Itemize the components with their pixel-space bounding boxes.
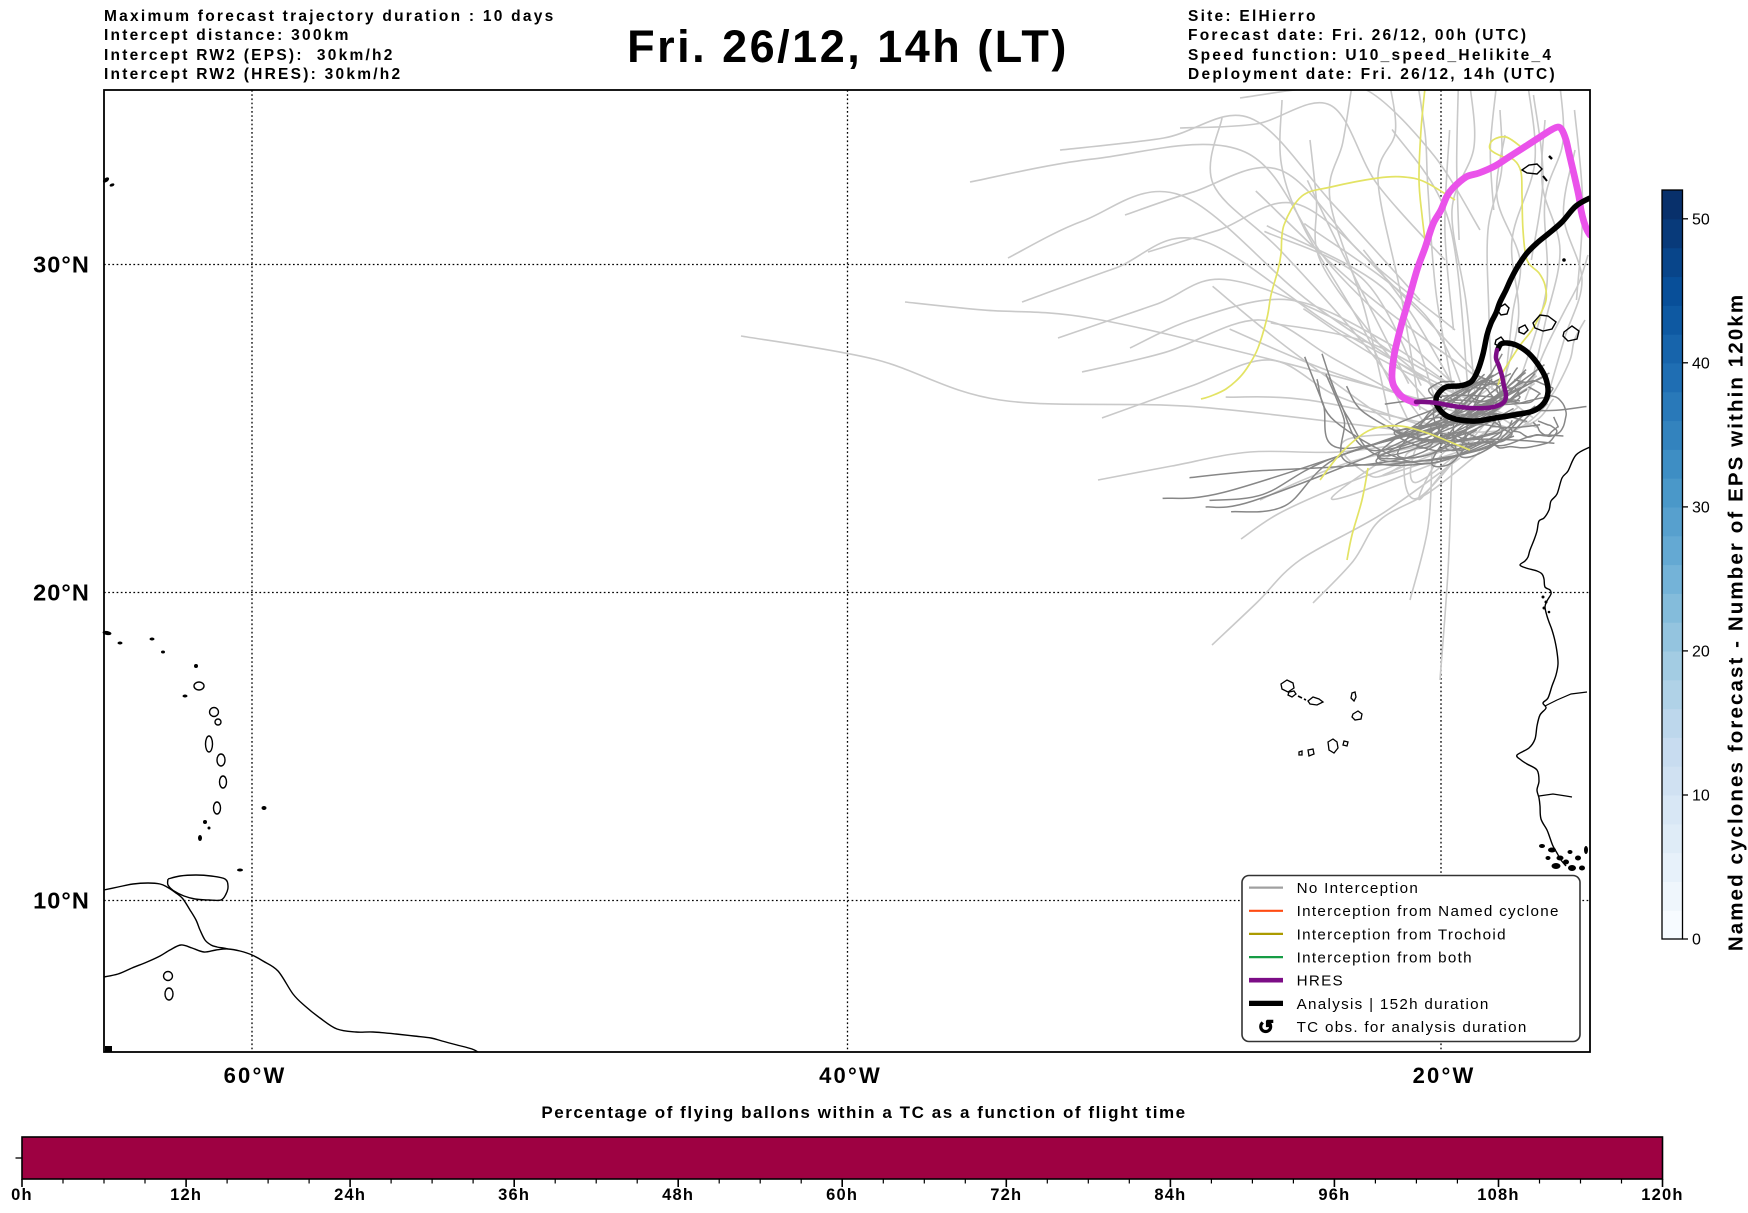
svg-text:40: 40 (1692, 355, 1710, 372)
svg-text:20°W: 20°W (1413, 1063, 1476, 1088)
svg-text:120h: 120h (1641, 1186, 1683, 1204)
svg-text:Interception from Trochoid: Interception from Trochoid (1297, 926, 1507, 943)
svg-text:No Interception: No Interception (1297, 880, 1420, 897)
svg-text:10°N: 10°N (33, 888, 90, 914)
svg-text:10: 10 (1692, 788, 1710, 805)
svg-text:84h: 84h (1154, 1186, 1186, 1204)
svg-text:60h: 60h (826, 1186, 858, 1204)
svg-text:36h: 36h (498, 1186, 530, 1204)
svg-text:72h: 72h (990, 1186, 1022, 1204)
svg-text:0h: 0h (11, 1186, 33, 1204)
svg-text:30: 30 (1692, 499, 1710, 516)
svg-text:30°N: 30°N (33, 252, 90, 278)
svg-text:108h: 108h (1477, 1186, 1519, 1204)
svg-text:96h: 96h (1318, 1186, 1350, 1204)
svg-text:20°N: 20°N (33, 580, 90, 606)
svg-text:Named cyclones forecast - Numb: Named cyclones forecast - Number of EPS … (1725, 293, 1748, 951)
svg-text:Interception from both: Interception from both (1297, 950, 1473, 967)
svg-text:HRES: HRES (1297, 973, 1344, 990)
svg-text:12h: 12h (170, 1186, 202, 1204)
svg-text:60°W: 60°W (224, 1063, 287, 1088)
svg-text:Percentage of flying ballons w: Percentage of flying ballons within a TC… (541, 1103, 1186, 1122)
svg-text:0: 0 (1692, 932, 1701, 949)
svg-text:Analysis | 152h duration: Analysis | 152h duration (1297, 996, 1490, 1013)
svg-text:↺: ↺ (1258, 1018, 1274, 1039)
svg-text:24h: 24h (334, 1186, 366, 1204)
svg-text:40°W: 40°W (819, 1063, 882, 1088)
svg-text:50: 50 (1692, 211, 1710, 228)
svg-text:48h: 48h (662, 1186, 694, 1204)
svg-text:20: 20 (1692, 643, 1710, 660)
svg-text:Interception from Named cyclon: Interception from Named cyclone (1297, 903, 1560, 920)
svg-text:TC obs. for analysis duration: TC obs. for analysis duration (1297, 1019, 1528, 1036)
